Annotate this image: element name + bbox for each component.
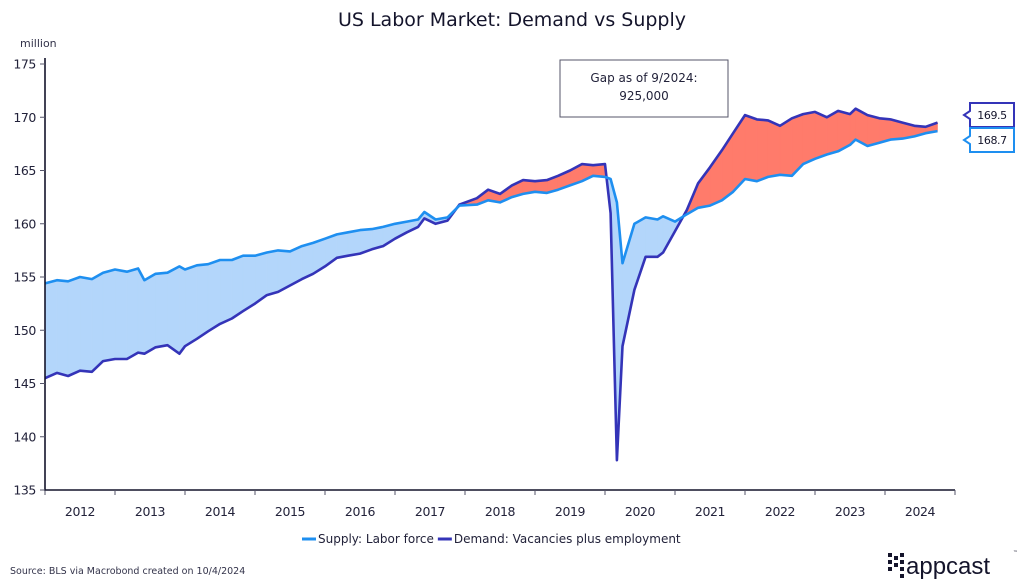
end-label-supply-box: [962, 127, 1015, 153]
demand-excess-fill: [802, 111, 816, 165]
y-axis: 135 140 145 150 155 160 165 170 175: [13, 57, 46, 498]
supply-surplus-fill: [336, 231, 349, 259]
supply-surplus-fill: [231, 255, 244, 320]
x-axis: 2012 2013 2014 2015 2016 2017 2018 2019 2020 2021…: [44, 489, 956, 519]
demand-excess-fill: [756, 119, 769, 182]
supply-surplus-fill: [155, 272, 168, 348]
supply-surplus-fill: [114, 269, 128, 360]
x-tick-label: 2012: [65, 504, 95, 519]
appcast-logo-tm: ™: [1013, 550, 1018, 556]
demand-excess-fill: [867, 114, 880, 147]
gap-fill-areas: [44, 107, 938, 461]
y-tick-label: 175: [13, 57, 36, 72]
x-tick-label: 2019: [555, 504, 586, 519]
x-tick-label: 2015: [275, 504, 305, 519]
supply-surplus-fill: [102, 269, 116, 362]
y-axis-unit: million: [20, 37, 57, 50]
appcast-logo-text: appcast: [906, 553, 990, 580]
legend-label-supply: Supply: Labor force: [318, 532, 434, 546]
supply-surplus-fill: [126, 268, 139, 360]
supply-surplus-fill: [91, 272, 104, 373]
gap-annotation: Gap as of 9/2024: 925,000: [559, 59, 729, 118]
y-tick-label: 145: [13, 376, 36, 391]
supply-surplus-fill: [219, 259, 233, 325]
x-tick-label: 2013: [135, 504, 165, 519]
legend-label-demand: Demand: Vacancies plus employment: [454, 532, 681, 546]
x-tick-label: 2018: [485, 504, 516, 519]
y-tick-label: 150: [13, 323, 36, 338]
x-tick-label: 2021: [695, 504, 725, 519]
end-label-demand-value: 169.5: [977, 109, 1007, 122]
supply-surplus-fill: [44, 279, 58, 379]
x-tick-label: 2022: [765, 504, 795, 519]
x-tick-label: 2020: [625, 504, 656, 519]
supply-surplus-fill: [67, 276, 81, 377]
x-tick-label: 2024: [905, 504, 936, 519]
legend: Supply: Labor force Demand: Vacancies pl…: [302, 532, 681, 546]
x-tick-label: 2014: [205, 504, 236, 519]
x-tick-label: 2023: [835, 504, 865, 519]
end-label-demand: 169.5: [962, 102, 1015, 128]
appcast-logo-mark-icon: [888, 553, 904, 578]
y-tick-label: 165: [13, 163, 36, 178]
supply-surplus-fill: [56, 279, 69, 377]
demand-excess-fill: [767, 119, 781, 178]
annotation-line2: 925,000: [619, 89, 669, 103]
supply-surplus-fill: [179, 265, 186, 355]
supply-surplus-fill: [79, 276, 93, 373]
y-tick-label: 155: [13, 270, 36, 285]
y-tick-label: 160: [13, 216, 36, 231]
chart-title: US Labor Market: Demand vs Supply: [338, 9, 686, 31]
demand-excess-fill: [779, 117, 793, 177]
series-lines: [44, 107, 938, 462]
x-tick-label: 2017: [415, 504, 445, 519]
supply-surplus-fill: [266, 250, 279, 296]
y-tick-label: 135: [13, 483, 36, 498]
annotation-line1: Gap as of 9/2024:: [590, 71, 697, 85]
source-note: Source: BLS via Macrobond created on 10/…: [10, 566, 245, 577]
supply-surplus-fill: [196, 263, 209, 340]
supply-surplus-fill: [184, 264, 198, 347]
supply-surplus-fill: [634, 216, 646, 290]
supply-line: [44, 129, 938, 285]
supply-surplus-fill: [137, 268, 145, 355]
supply-surplus-fill: [657, 215, 664, 258]
supply-surplus-fill: [645, 217, 658, 258]
supply-surplus-fill: [347, 229, 361, 257]
supply-surplus-fill: [167, 265, 180, 355]
y-tick-label: 140: [13, 429, 36, 444]
end-label-supply: 168.7: [962, 127, 1015, 153]
demand-excess-fill: [744, 114, 758, 182]
supply-surplus-fill: [207, 259, 221, 332]
x-tick-label: 2016: [345, 504, 376, 519]
annotation-box: [559, 59, 729, 118]
appcast-logo: appcast ™: [888, 550, 1018, 580]
supply-surplus-fill: [242, 255, 256, 312]
demand-line: [44, 107, 938, 462]
supply-surplus-fill: [144, 273, 156, 355]
end-label-supply-value: 168.7: [977, 134, 1007, 147]
y-tick-label: 170: [13, 110, 36, 125]
demand-excess-fill: [814, 111, 828, 160]
end-label-demand-box: [962, 102, 1015, 128]
